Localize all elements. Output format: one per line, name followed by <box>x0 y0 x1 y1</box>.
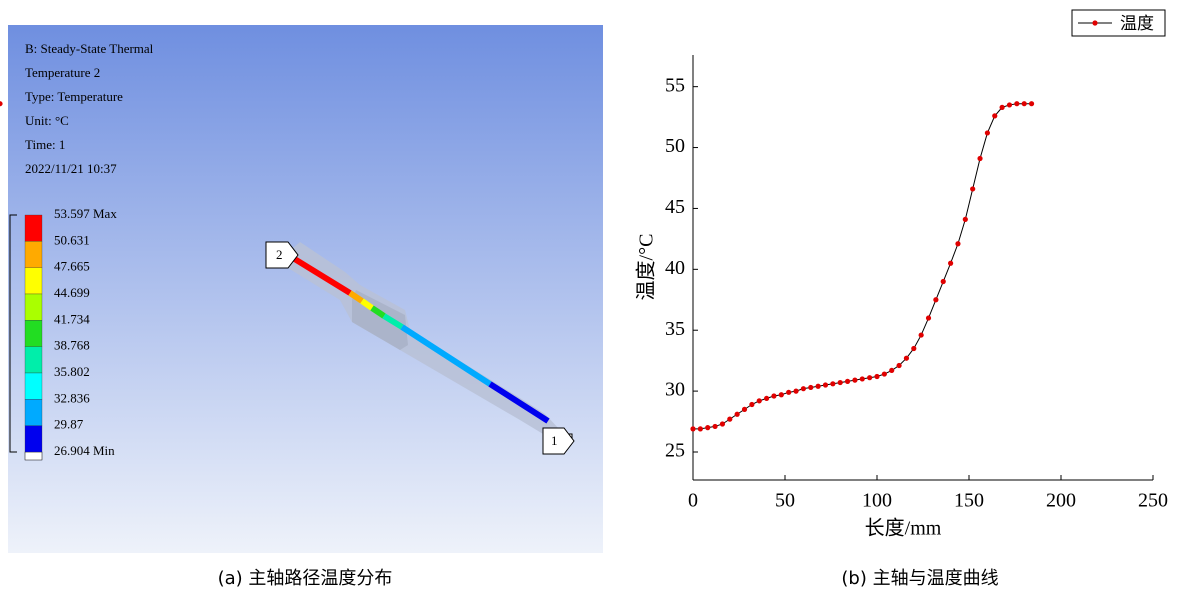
panel-background <box>8 25 603 553</box>
data-point <box>764 396 769 401</box>
x-tick-label: 250 <box>1138 490 1168 512</box>
data-point <box>904 356 909 361</box>
data-point <box>852 378 857 383</box>
data-point <box>823 382 828 387</box>
data-point <box>0 101 3 106</box>
legend-swatch <box>25 268 42 294</box>
header-line: B: Steady-State Thermal <box>25 41 154 56</box>
header-line: Unit: °C <box>25 113 69 128</box>
data-point <box>1014 101 1019 106</box>
data-point <box>874 374 879 379</box>
y-tick-label: 50 <box>665 135 685 157</box>
y-tick-label: 45 <box>665 196 685 218</box>
data-point <box>757 398 762 403</box>
legend-label: 47.665 <box>54 259 90 274</box>
data-point <box>742 407 747 412</box>
data-point <box>838 380 843 385</box>
legend-label: 29.87 <box>54 417 84 432</box>
data-point <box>911 346 916 351</box>
legend-swatch <box>25 399 42 425</box>
legend-label: 44.699 <box>54 285 90 300</box>
marker-label: 2 <box>276 247 283 262</box>
y-axis-label: 温度/°C <box>635 234 658 301</box>
data-point <box>919 332 924 337</box>
data-point <box>779 392 784 397</box>
data-point <box>698 426 703 431</box>
data-point <box>808 385 813 390</box>
data-point <box>889 368 894 373</box>
data-point <box>735 412 740 417</box>
data-point <box>786 390 791 395</box>
data-point <box>749 402 754 407</box>
header-line: 2022/11/21 10:37 <box>25 161 117 176</box>
legend-label: 35.802 <box>54 364 90 379</box>
legend-under <box>25 452 42 460</box>
data-point <box>712 424 717 429</box>
data-point <box>985 130 990 135</box>
data-point <box>963 217 968 222</box>
caption: (b) 主轴与温度曲线 <box>841 568 998 589</box>
legend-swatch <box>25 294 42 320</box>
data-point <box>727 417 732 422</box>
legend-swatch <box>25 426 42 452</box>
data-point <box>933 297 938 302</box>
legend-swatch <box>25 320 42 346</box>
x-tick-label: 0 <box>688 490 698 512</box>
page: {"simulation": { "header": ["B: Steady-S… <box>0 0 1179 596</box>
data-point <box>801 386 806 391</box>
y-tick-label: 30 <box>665 379 685 401</box>
x-tick-label: 200 <box>1046 490 1076 512</box>
legend-swatch <box>25 241 42 267</box>
data-point <box>771 393 776 398</box>
data-point <box>941 279 946 284</box>
data-point <box>845 379 850 384</box>
data-point <box>720 421 725 426</box>
caption: (a) 主轴路径温度分布 <box>218 568 393 589</box>
legend-label: 32.836 <box>54 390 90 405</box>
legend-label: 温度 <box>1120 14 1154 34</box>
data-point <box>1007 102 1012 107</box>
y-tick-label: 40 <box>665 257 685 279</box>
data-point <box>992 113 997 118</box>
data-point <box>882 371 887 376</box>
marker-label: 1 <box>551 433 558 448</box>
data-point <box>816 384 821 389</box>
legend-label: 38.768 <box>54 338 90 353</box>
simulation-panel: 2 1 B: Steady-State Thermal Temperature 2… <box>8 25 603 553</box>
y-tick-label: 35 <box>665 318 685 340</box>
legend-label: 26.904 Min <box>54 443 115 458</box>
data-point <box>830 381 835 386</box>
data-point <box>1000 105 1005 110</box>
data-point <box>948 261 953 266</box>
header-line: Type: Temperature <box>25 89 123 104</box>
header-line: Temperature 2 <box>25 65 100 80</box>
data-point <box>793 389 798 394</box>
data-point <box>970 186 975 191</box>
x-axis-label: 长度/mm <box>865 517 942 540</box>
figure: 2 1 B: Steady-State Thermal Temperature 2… <box>0 0 1179 596</box>
x-tick-label: 100 <box>862 490 892 512</box>
data-point <box>926 315 931 320</box>
x-tick-label: 50 <box>775 490 795 512</box>
y-tick-label: 55 <box>665 74 685 96</box>
data-point <box>955 241 960 246</box>
header-line: Time: 1 <box>25 137 65 152</box>
data-point <box>690 426 695 431</box>
legend-swatch <box>25 373 42 399</box>
legend-swatch <box>25 215 42 241</box>
data-point <box>977 156 982 161</box>
x-tick-label: 150 <box>954 490 984 512</box>
legend-marker <box>1092 20 1097 25</box>
data-point <box>1029 101 1034 106</box>
data-point <box>867 375 872 380</box>
legend-label: 53.597 Max <box>54 206 117 221</box>
data-point <box>1022 101 1027 106</box>
legend-label: 50.631 <box>54 232 90 247</box>
data-point <box>896 363 901 368</box>
data-point <box>860 376 865 381</box>
legend-label: 41.734 <box>54 311 90 326</box>
data-point <box>705 425 710 430</box>
y-tick-label: 25 <box>665 440 685 462</box>
legend-swatch <box>25 347 42 373</box>
